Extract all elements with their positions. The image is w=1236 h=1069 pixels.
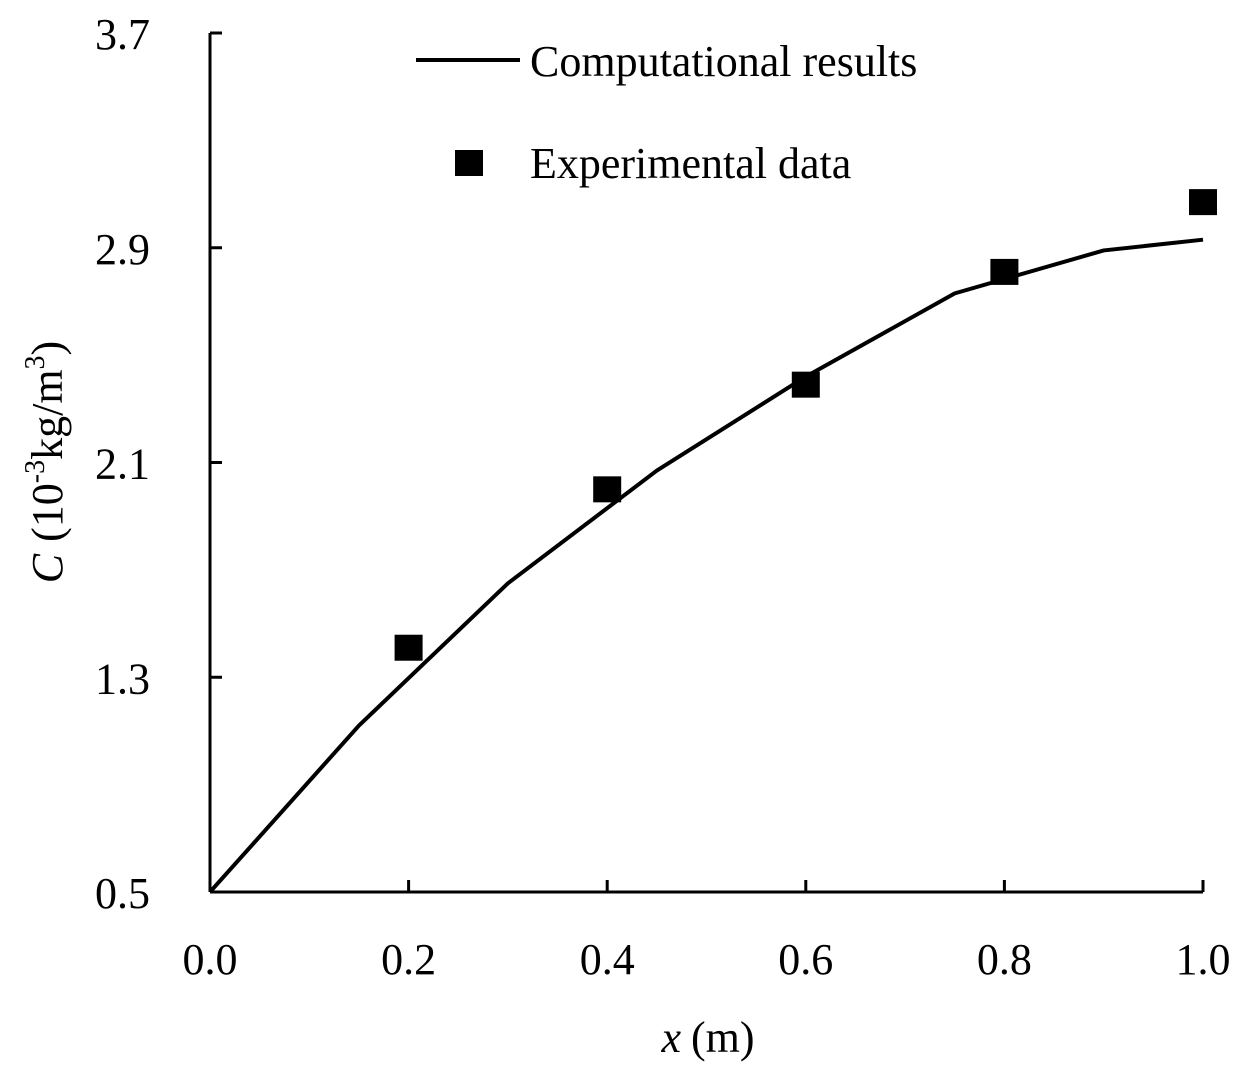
x-tick-label: 0.0 (183, 935, 238, 984)
x-axis-title: x (m) (660, 1013, 754, 1062)
y-tick-label: 1.3 (95, 654, 150, 703)
y-tick-label: 3.7 (95, 10, 150, 59)
experimental-data-point (593, 476, 622, 503)
experimental-data-point (990, 258, 1019, 285)
y-tick-label: 2.1 (95, 440, 150, 489)
x-axis-unit: (m) (691, 1013, 755, 1062)
y-axis-unit-post: ) (23, 341, 72, 356)
x-tick-label: 0.8 (977, 935, 1032, 984)
y-axis-unit-exp2: 3 (20, 355, 51, 369)
y-axis-unit-pre: (10 (23, 483, 72, 542)
legend-label-computational: Computational results (530, 37, 917, 86)
x-tick-label: 0.6 (778, 935, 833, 984)
x-ticks: 0.0 0.2 0.4 0.6 0.8 1.0 (183, 880, 1231, 984)
y-ticks: 0.5 1.3 2.1 2.9 3.7 (95, 10, 222, 918)
x-tick-label: 1.0 (1176, 935, 1231, 984)
plot-area (208, 189, 1217, 894)
x-tick-label: 0.4 (580, 935, 635, 984)
y-tick-label: 0.5 (95, 869, 150, 918)
experimental-data-point (394, 634, 423, 661)
y-tick-label: 2.9 (95, 225, 150, 274)
y-axis-unit-mid: kg/m (23, 369, 72, 459)
legend-square-swatch (455, 150, 483, 176)
computational-results-line (208, 237, 1204, 894)
x-tick-label: 0.2 (381, 935, 436, 984)
y-axis-title: C (10-3kg/m3) (20, 341, 72, 583)
y-axis-var: C (23, 553, 72, 583)
legend-label-experimental: Experimental data (530, 139, 851, 188)
x-axis-var: x (660, 1013, 681, 1062)
legend: Computational results Experimental data (416, 37, 917, 188)
y-axis-unit-exp: -3 (20, 460, 51, 483)
experimental-data-point (1189, 189, 1217, 216)
experimental-data-point (791, 371, 820, 398)
